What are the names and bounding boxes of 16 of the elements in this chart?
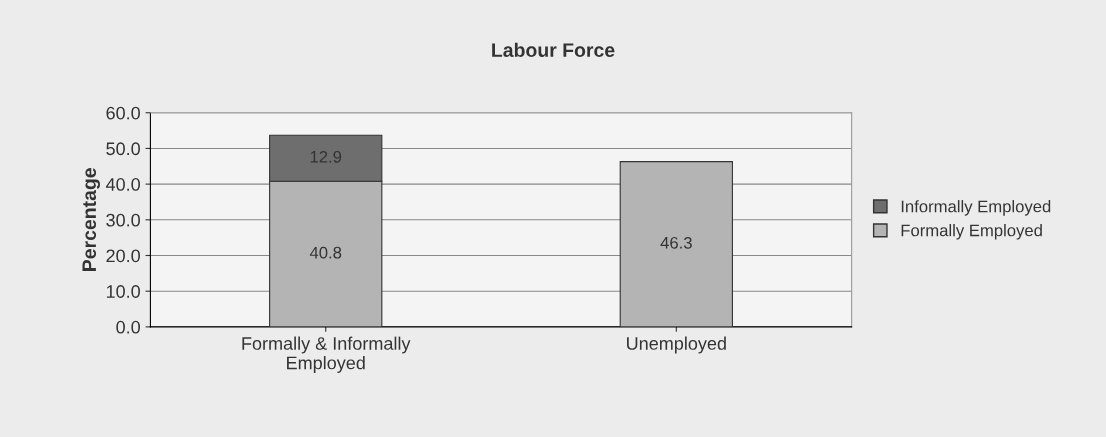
chart-title: Labour Force: [492, 42, 615, 57]
data-label: 12.9: [310, 150, 342, 163]
y-tick-label: 10.0: [106, 285, 140, 298]
y-tick-label: 60.0: [106, 106, 140, 120]
data-label: 40.8: [309, 246, 342, 259]
data-label: 46.3: [660, 236, 692, 249]
y-tick-label: 30.0: [106, 213, 140, 227]
legend-label: Formally Employed: [901, 224, 1042, 240]
y-tick-label: 0.0: [116, 320, 140, 334]
y-tick-label: 20.0: [106, 249, 140, 263]
y-axis-title: Percentage: [82, 168, 100, 271]
x-tick-label: Unemployed: [627, 336, 726, 354]
x-tick-label: Formally & Informally Employed: [242, 336, 411, 373]
y-tick-label: 40.0: [105, 178, 140, 191]
y-tick-label: 50.0: [106, 142, 140, 156]
legend-label: Informally Employed: [901, 200, 1051, 216]
